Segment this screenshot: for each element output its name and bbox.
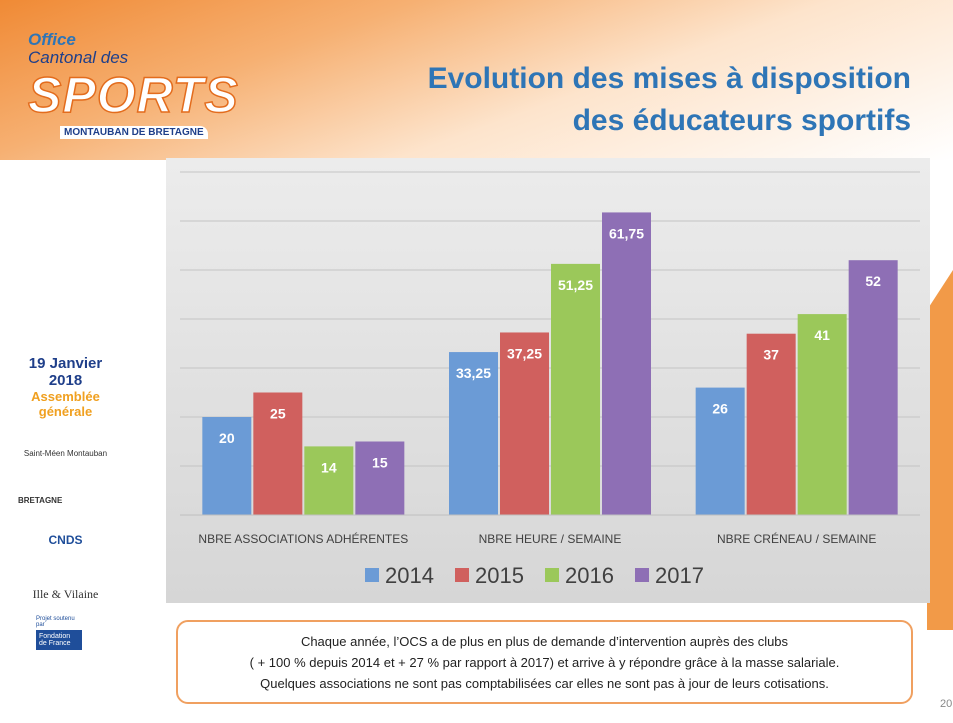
logo: Office Cantonal des SPORTS MONTAUBAN DE … [10,20,260,145]
legend-label: 2014 [385,563,434,588]
legend-label: 2016 [565,563,614,588]
logo-text: Fondation de France [36,630,82,650]
logo-text: Projet soutenu par [36,616,75,628]
bar [695,387,745,515]
page-number: 20 [940,698,953,710]
title-line: Evolution des mises à disposition [427,62,911,95]
title-line: des éducateurs sportifs [572,104,911,137]
note-line: ( + 100 % depuis 2014 et + 27 % par rapp… [249,655,840,670]
data-label: 37 [763,347,779,363]
bar [355,441,405,515]
x-tick-label: NBRE ASSOCIATIONS ADHÉRENTES [198,531,408,546]
logo-text: Office [28,30,76,49]
bar [848,260,898,515]
bar [551,263,600,515]
note-box: Chaque année, l’OCS a de plus en plus de… [176,620,913,704]
bar [746,333,796,515]
data-label: 52 [865,273,881,289]
logo-text: Cantonal des [28,48,129,67]
legend-swatch [635,568,649,582]
bar [202,417,252,515]
x-tick-label: NBRE CRÉNEAU / SEMAINE [717,531,876,546]
data-label: 37,25 [507,345,542,361]
sidebar: 19 Janvier 2018 Assemblée générale Saint… [18,355,113,723]
logo-text: CNDS [48,533,83,547]
logo-text: SPORTS [27,66,239,124]
event: générale [38,404,93,419]
date: 2018 [48,372,83,389]
bar [602,212,651,516]
data-label: 41 [814,327,830,343]
slide-title: Evolution des mises à disposition des éd… [428,58,911,142]
legend-swatch [365,568,379,582]
legend-swatch [455,568,469,582]
logo-text: MONTAUBAN DE BRETAGNE [60,126,208,139]
date: 19 Janvier [28,355,103,372]
data-label: 25 [270,406,286,422]
bar [500,332,549,515]
logo-text: Saint-Méen Montauban [23,449,108,458]
data-label: 61,75 [609,225,644,241]
logo-text: BRETAGNE [18,496,63,505]
legend-label: 2017 [655,563,704,588]
note-line: Quelques associations ne sont pas compta… [260,676,829,691]
event: Assemblée [31,389,100,404]
legend-swatch [545,568,559,582]
x-tick-label: NBRE HEURE / SEMAINE [479,532,622,546]
data-label: 51,25 [558,277,593,293]
data-label: 26 [712,401,728,417]
bar [304,446,354,515]
bar [797,314,847,515]
bar [253,392,303,515]
data-label: 20 [219,430,235,446]
note-line: Chaque année, l’OCS a de plus en plus de… [300,634,789,649]
logo-text: Ille & Vilaine [32,587,99,601]
bar [449,352,498,515]
data-label: 14 [321,459,337,475]
legend-label: 2015 [475,563,524,588]
data-label: 15 [372,455,388,471]
data-label: 33,25 [456,365,491,381]
corner-decoration [927,270,953,630]
